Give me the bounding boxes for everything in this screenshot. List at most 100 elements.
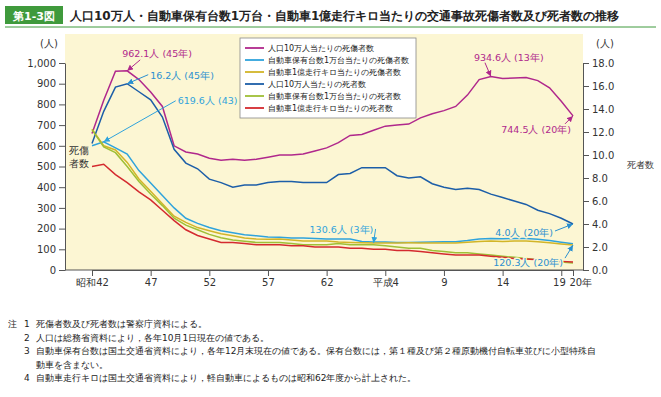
y-axis-line [65, 64, 66, 271]
x-tick-mark [209, 270, 210, 276]
x-tick-mark [561, 270, 562, 276]
y-tick-mark [59, 208, 65, 209]
y-tick-label: 800 [37, 99, 56, 110]
annotation-label: 744.5人 (20年) [501, 124, 571, 135]
x-tick: 52 [203, 270, 216, 288]
y-tick-label: 300 [37, 203, 56, 214]
legend-label: 自動車1億走行キロ当たりの死者数 [268, 104, 393, 113]
y2-tick-mark [583, 109, 589, 110]
annotation-arrow [104, 101, 176, 142]
y-tick-mark [59, 146, 65, 147]
note-number: 2 [24, 333, 30, 343]
x-tick: 平成4 [373, 270, 399, 288]
x-tick: 9 [441, 270, 447, 288]
y2-tick-label: 4.0 [592, 219, 608, 230]
y2-tick: 10.0 [583, 150, 614, 161]
y-tick: 700 [37, 120, 65, 131]
series-line [92, 129, 573, 245]
y2-tick-mark [583, 86, 589, 87]
y2-tick: 18.0 [583, 58, 614, 69]
y-tick-label: 500 [37, 161, 56, 172]
y-tick-mark [59, 249, 65, 250]
note-number: 1 [24, 319, 30, 329]
title-rule [5, 27, 656, 28]
annotation-arrow [127, 75, 148, 84]
title-badge [5, 6, 63, 24]
x-tick: 47 [145, 270, 158, 288]
y2-tick-label: 14.0 [592, 104, 614, 115]
y2-tick-mark [583, 178, 589, 179]
note-line: 自動車走行キロは国土交通省資料により，軽自動車によるものは昭和62年度から計上さ… [36, 373, 416, 383]
x-tick-label: 52 [203, 277, 216, 288]
note-number: 3 [24, 346, 30, 356]
annotations: 962.1人 (45年)16.2人 (45年)619.6人 (43)934.6人… [104, 48, 573, 268]
x-baseline [65, 270, 583, 271]
annotation-label: 962.1人 (45年) [122, 48, 192, 59]
legend-swatch [245, 107, 264, 109]
annotation-arrow [485, 63, 491, 77]
y2-tick-mark [583, 247, 589, 248]
annotation-arrow [565, 245, 573, 258]
legend-swatch [245, 47, 264, 49]
x-tick-label: 昭和42 [76, 277, 109, 288]
notes-heading: 注 [8, 319, 17, 329]
y-tick: 900 [37, 78, 65, 89]
annotation-label: 4.0人 (20年) [495, 227, 553, 238]
x-tick-mark [327, 270, 328, 276]
y2-tick-mark [583, 132, 589, 133]
annotation-arrow [374, 229, 376, 243]
y2-tick: 6.0 [583, 196, 608, 207]
annotation-label: 934.6人 (13年) [474, 52, 544, 63]
y2-tick-mark [583, 155, 589, 156]
legend-swatch [245, 95, 264, 97]
x-tick: 昭和42 [76, 270, 109, 288]
y-tick-label: 100 [37, 244, 56, 255]
x-tick: 20年 [570, 270, 593, 288]
x-tick-label: 平成4 [373, 277, 399, 288]
x-tick-label: 47 [145, 277, 158, 288]
y-tick: 0 [50, 265, 65, 276]
y-tick: 400 [37, 182, 65, 193]
note-line: 死傷者数及び死者数は警察庁資料による。 [36, 319, 207, 329]
y-tick: 200 [37, 223, 65, 234]
x-tick: 14 [497, 270, 510, 288]
y-tick-mark [59, 270, 65, 271]
series-lines [92, 71, 573, 263]
y2-tick-label: 10.0 [592, 150, 614, 161]
y-tick-mark [59, 167, 65, 168]
y2-axis-title: 死者数 [627, 160, 654, 170]
series-line [92, 142, 573, 244]
annotation-arrow [127, 60, 140, 71]
y-tick: 600 [37, 141, 65, 152]
x-tick-label: 57 [262, 277, 275, 288]
legend-label: 人口10万人当たりの死者数 [268, 80, 366, 89]
x-tick-mark [503, 270, 504, 276]
y-tick-mark [59, 84, 65, 85]
x-tick-mark [151, 270, 152, 276]
y-tick: 100 [37, 244, 65, 255]
chart-container: 第1-3図人口10万人・自動車保有台数1万台・自動車1億走行キロ当たりの交通事故… [0, 0, 661, 397]
y-tick-mark [59, 125, 65, 126]
annotation-label: 16.2人 (45年) [150, 70, 214, 81]
x-tick-mark [385, 270, 386, 276]
legend-swatch [245, 71, 264, 73]
annotation-label: 120.3人 (20年) [493, 257, 563, 268]
y2-tick-mark [583, 270, 589, 271]
y-tick: 1,000 [27, 58, 65, 69]
y2-tick: 14.0 [583, 104, 614, 115]
legend-box [240, 38, 416, 118]
legend-label: 自動車1億走行キロ当たりの死傷者数 [268, 68, 401, 77]
y2-tick-mark [583, 224, 589, 225]
y-tick-label: 900 [37, 78, 56, 89]
x-tick: 57 [262, 270, 275, 288]
y-tick: 500 [37, 161, 65, 172]
x-tick-mark [573, 270, 574, 276]
x-tick-label: 62 [321, 277, 334, 288]
y-tick-label: 700 [37, 120, 56, 131]
y2-tick-label: 6.0 [592, 196, 608, 207]
y2-tick-label: 12.0 [592, 127, 614, 138]
series-line [92, 164, 573, 262]
x-tick-label: 14 [497, 277, 510, 288]
y2-tick: 0.0 [583, 265, 608, 276]
annotation-arrow [555, 224, 573, 231]
